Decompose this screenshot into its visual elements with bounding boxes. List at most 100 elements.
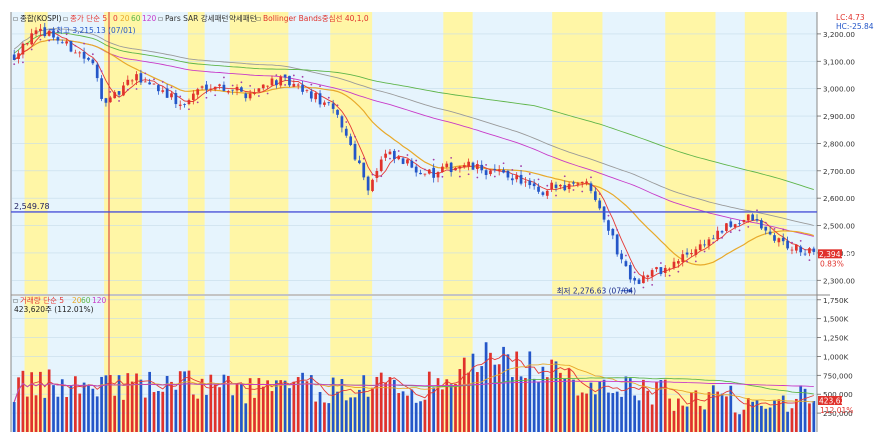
volume-bar xyxy=(637,400,641,432)
candle-body xyxy=(139,73,143,83)
sar-dot xyxy=(292,74,295,77)
candle-body xyxy=(467,161,470,167)
volume-bar xyxy=(205,394,208,432)
sar-dot xyxy=(362,157,365,160)
volume-bars xyxy=(12,342,816,432)
volume-bar xyxy=(593,394,597,432)
candle-body xyxy=(781,237,785,242)
candle-body xyxy=(655,267,658,270)
legend-vol-60: 60 xyxy=(81,296,91,305)
candle-body xyxy=(786,240,789,249)
sar-dot xyxy=(791,241,793,244)
candle-body xyxy=(218,84,221,86)
candle-body xyxy=(445,163,449,167)
volume-bar xyxy=(611,393,615,432)
candle-body xyxy=(152,83,156,85)
candle-body xyxy=(366,176,370,191)
legend-ma-0: 0 xyxy=(113,14,118,23)
sar-dot xyxy=(74,44,77,47)
price-tick-label-9: 2,300.00 xyxy=(823,276,855,285)
candle-body xyxy=(803,253,807,255)
volume-bar xyxy=(760,405,763,432)
volume-bar xyxy=(157,391,160,432)
candle-body xyxy=(773,235,776,241)
legend-ma-20: 20 xyxy=(120,14,130,23)
volume-bar xyxy=(602,379,606,432)
sar-dot xyxy=(694,260,697,263)
volume-bar xyxy=(349,397,352,432)
candle-body xyxy=(331,103,335,109)
volume-bar xyxy=(275,380,278,432)
sar-dot xyxy=(485,164,487,166)
volume-bar xyxy=(580,392,584,432)
volume-bar xyxy=(576,395,580,432)
volume-bar xyxy=(773,400,776,432)
sar-dot xyxy=(590,176,592,179)
volume-bar xyxy=(240,383,243,432)
top-right-lc: LC:4.73 xyxy=(836,13,865,22)
candle-body xyxy=(567,184,571,190)
candle-body xyxy=(327,102,331,104)
candle-body xyxy=(183,104,186,105)
sar-dot xyxy=(223,76,225,79)
volume-tick-label-5: 500,000 xyxy=(823,390,853,399)
candle-body xyxy=(165,88,169,98)
volume-bar xyxy=(78,393,82,432)
volume-bar xyxy=(17,377,20,432)
volume-bar xyxy=(196,398,200,432)
candle-body xyxy=(104,98,108,103)
candle-body xyxy=(462,165,466,168)
volume-bar xyxy=(384,382,387,432)
candle-body xyxy=(78,52,82,54)
candle-body xyxy=(510,178,514,181)
legend-vol-120: 120 xyxy=(92,296,107,305)
candle-body xyxy=(30,33,34,45)
volume-bar xyxy=(476,372,479,432)
candle-body xyxy=(720,231,724,233)
candle-body xyxy=(323,102,326,105)
volume-bar xyxy=(781,395,785,432)
candle-body xyxy=(261,84,265,89)
candles xyxy=(12,22,816,285)
volume-bar xyxy=(30,372,34,432)
candle-body xyxy=(157,85,160,92)
volume-bar xyxy=(309,375,313,432)
candle-body xyxy=(637,279,641,284)
volume-bar xyxy=(87,385,90,432)
sar-dot xyxy=(380,175,383,178)
price-tick-label-4: 2,800.00 xyxy=(823,139,855,148)
candle-body xyxy=(799,246,803,253)
volume-bar xyxy=(462,357,466,432)
candle-body xyxy=(633,278,637,281)
candle-body xyxy=(768,231,772,235)
candle-body xyxy=(519,174,523,184)
volume-bar xyxy=(725,396,728,432)
candle-body xyxy=(436,172,440,178)
sar-dot xyxy=(109,90,112,93)
candle-body xyxy=(646,275,650,278)
candle-body xyxy=(454,168,457,171)
volume-bar xyxy=(56,396,60,432)
candle-body xyxy=(729,221,733,227)
volume-bar xyxy=(794,398,798,432)
candle-body xyxy=(187,100,191,105)
price-tick-label-0: 3,200.00 xyxy=(823,30,855,39)
sar-dot xyxy=(22,61,24,64)
legend-box-icon: ▫ xyxy=(13,14,18,23)
sar-dot xyxy=(188,108,190,111)
candle-body xyxy=(410,160,414,168)
candle-body xyxy=(746,214,750,221)
price-ma120-line xyxy=(13,32,814,191)
volume-bar xyxy=(366,396,370,432)
sar-dot xyxy=(520,165,522,167)
legend-index: 종합(KOSPI) xyxy=(20,14,62,23)
volume-ma120-line xyxy=(13,380,814,403)
candle-body xyxy=(69,41,73,52)
candle-body xyxy=(585,181,588,183)
candle-body xyxy=(95,64,99,79)
sar-dot xyxy=(563,175,566,178)
price-ma5-line xyxy=(13,31,814,280)
sar-dot xyxy=(327,96,330,99)
volume-bar xyxy=(279,380,283,432)
volume-bar xyxy=(130,381,134,432)
